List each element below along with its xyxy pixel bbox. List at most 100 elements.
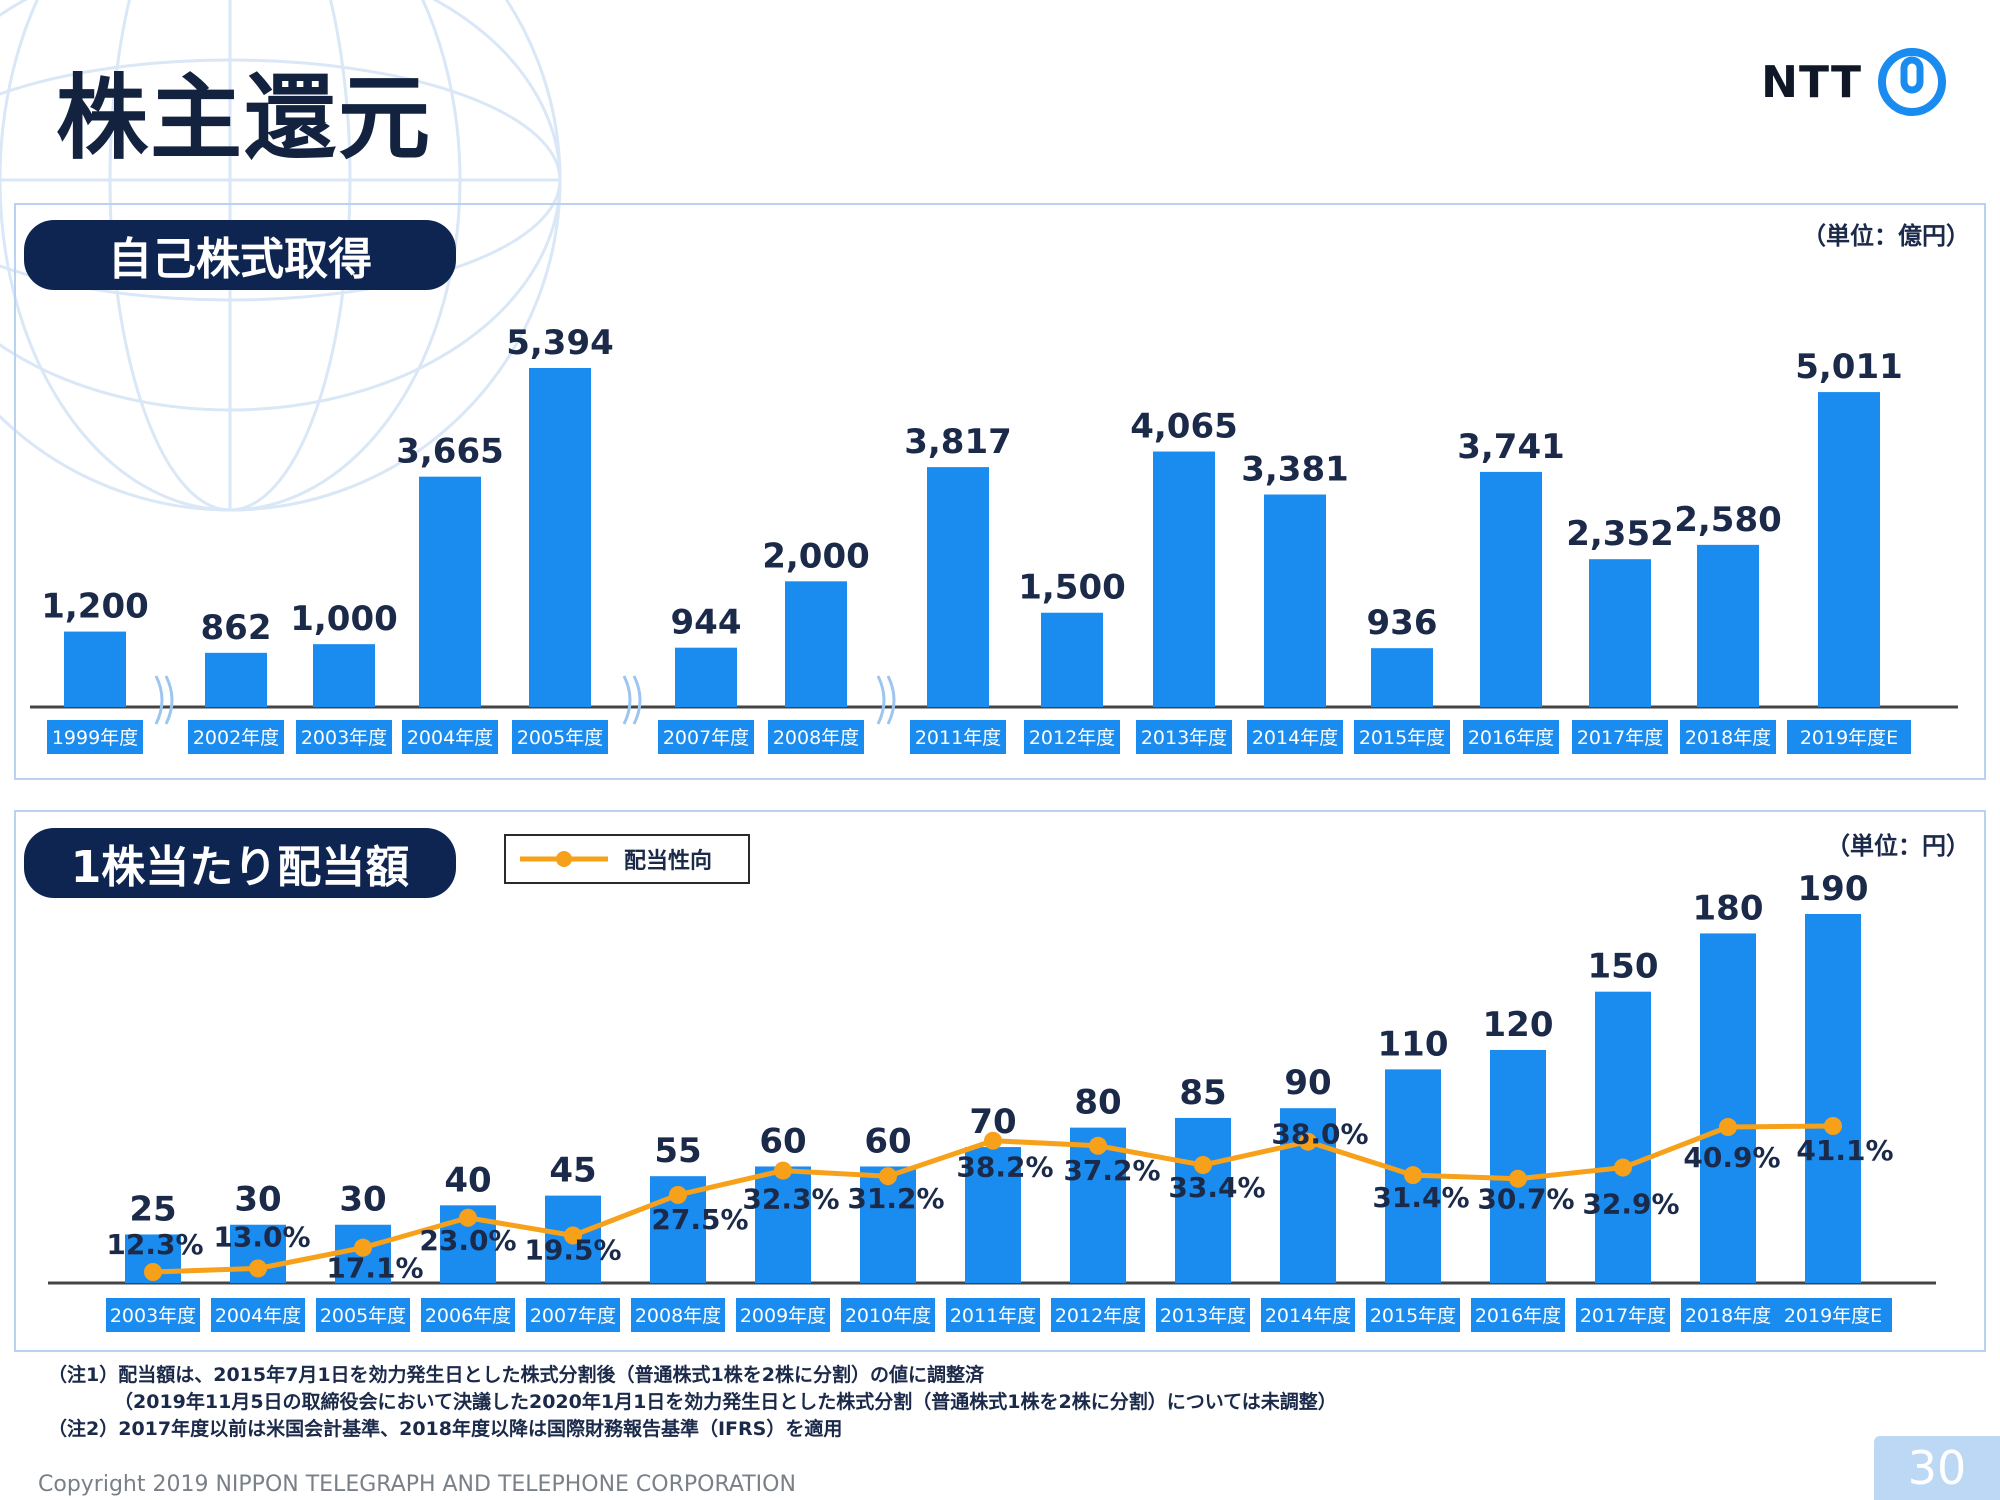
tick-label: 2013年度: [1141, 727, 1227, 749]
tick-label: 2014年度: [1252, 727, 1338, 749]
category-label-box: [1680, 720, 1776, 754]
tick-label: 2004年度: [407, 727, 493, 749]
tick-label: 2012年度: [1029, 727, 1115, 749]
axis-break-mark: [876, 675, 896, 725]
category-label-box: [1774, 1298, 1892, 1332]
tick-label: 2018年度: [1685, 1305, 1771, 1327]
category-label-box: [1572, 720, 1668, 754]
data-label: 3,665: [396, 432, 504, 472]
bar: [1264, 494, 1326, 707]
data-label: 2,000: [762, 536, 870, 576]
category-label-box: [841, 1298, 935, 1332]
tick-label: 2003年度: [110, 1305, 196, 1327]
axis-break-mark: [154, 675, 174, 725]
data-label: 180: [1693, 888, 1764, 928]
category-label-box: [1463, 720, 1559, 754]
dividend-panel: [14, 810, 1986, 1352]
line-point-label: 33.4%: [1168, 1171, 1265, 1204]
data-label: 25: [129, 1189, 176, 1229]
buyback-chart: 1,200 1999年度 862 2002年度 1,000 2003年度 3,665 2004…: [30, 323, 1958, 754]
tick-label: 2016年度: [1475, 1305, 1561, 1327]
bar: [1175, 1117, 1231, 1283]
bar: [1818, 392, 1880, 707]
page-title: 株主還元: [56, 65, 433, 172]
line-point-label: 40.9%: [1683, 1141, 1780, 1174]
tick-label: 2011年度: [915, 727, 1001, 749]
category-label-box: [47, 720, 143, 754]
data-label: 862: [201, 608, 272, 648]
line-point: [564, 1226, 582, 1245]
data-label: 110: [1378, 1024, 1449, 1064]
tick-label: 2015年度: [1359, 727, 1445, 749]
bar: [927, 467, 989, 707]
category-label-box: [1136, 720, 1232, 754]
category-label-box: [736, 1298, 830, 1332]
line-point-label: 13.0%: [213, 1220, 310, 1253]
data-label: 30: [234, 1180, 281, 1220]
tick-label: 2017年度: [1577, 727, 1663, 749]
line-point: [879, 1167, 897, 1186]
bar: [1480, 471, 1542, 707]
bar: [64, 631, 126, 707]
category-label-box: [658, 720, 754, 754]
data-label: 1,200: [41, 587, 149, 627]
bar: [1589, 559, 1651, 707]
category-label-box: [526, 1298, 620, 1332]
tick-label: 2019年度E: [1784, 1305, 1882, 1327]
category-label-box: [1247, 720, 1343, 754]
data-label: 40: [444, 1160, 491, 1200]
category-label-box: [1471, 1298, 1565, 1332]
bar: [675, 647, 737, 707]
bar: [419, 476, 481, 707]
data-label: 80: [1074, 1083, 1121, 1123]
line-point: [459, 1208, 477, 1227]
tick-label: 2019年度E: [1800, 727, 1898, 749]
tick-label: 2008年度: [773, 727, 859, 749]
tick-label: 2012年度: [1055, 1305, 1141, 1327]
tick-label: 2003年度: [301, 727, 387, 749]
tick-label: 2006年度: [425, 1305, 511, 1327]
category-label-box: [1024, 720, 1120, 754]
category-label-box: [1354, 720, 1450, 754]
logo-text: NTT: [1761, 56, 1862, 108]
line-point-label: 38.0%: [1271, 1118, 1368, 1151]
data-label: 55: [654, 1131, 701, 1171]
bar: [1700, 933, 1756, 1283]
line-point-label: 32.9%: [1582, 1188, 1679, 1221]
line-point-label: 19.5%: [524, 1234, 621, 1267]
buyback-unit-label: （単位：億円）: [1802, 222, 1970, 250]
tick-label: 2008年度: [635, 1305, 721, 1327]
line-point: [669, 1185, 687, 1204]
category-label-box: [1681, 1298, 1775, 1332]
line-point: [984, 1131, 1002, 1150]
data-label: 3,817: [904, 422, 1012, 462]
line-point: [1299, 1132, 1317, 1151]
line-point: [1509, 1169, 1527, 1188]
footnote-1: （注1）配当額は、2015年7月1日を効力発生日とした株式分割後（普通株式1株を…: [48, 1364, 984, 1386]
bar: [755, 1166, 811, 1283]
legend-line-marker-icon: [520, 851, 608, 867]
data-label: 3,381: [1241, 450, 1349, 490]
category-label-box: [1366, 1298, 1460, 1332]
line-point-label: 38.2%: [956, 1151, 1053, 1184]
data-label: 4,065: [1130, 407, 1238, 447]
data-label: 2,580: [1674, 500, 1782, 540]
tick-label: 2017年度: [1580, 1305, 1666, 1327]
category-label-box: [296, 720, 392, 754]
data-label: 30: [339, 1180, 386, 1220]
data-label: 3,741: [1457, 427, 1565, 467]
data-label: 190: [1798, 869, 1869, 909]
tick-label: 2007年度: [530, 1305, 616, 1327]
line-point-label: 17.1%: [326, 1252, 423, 1285]
data-label: 2,352: [1566, 514, 1674, 554]
buyback-section-title: 自己株式取得: [24, 220, 456, 290]
tick-label: 2009年度: [740, 1305, 826, 1327]
tick-label: 2010年度: [845, 1305, 931, 1327]
category-label-box: [402, 720, 498, 754]
line-point: [1404, 1166, 1422, 1185]
line-point-label: 31.4%: [1372, 1181, 1469, 1214]
bar: [1153, 451, 1215, 707]
tick-label: 2004年度: [215, 1305, 301, 1327]
line-point-label: 12.3%: [106, 1228, 203, 1261]
tick-label: 2016年度: [1468, 727, 1554, 749]
